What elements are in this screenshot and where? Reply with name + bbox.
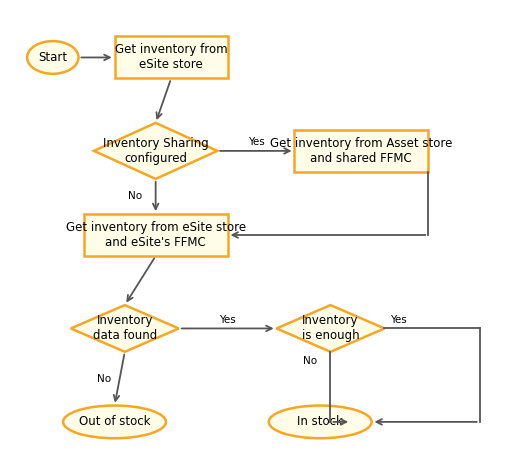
FancyBboxPatch shape	[295, 130, 428, 172]
Text: Yes: Yes	[219, 315, 236, 325]
Text: Get inventory from
eSite store: Get inventory from eSite store	[115, 43, 227, 71]
Text: In stock: In stock	[297, 415, 343, 428]
Polygon shape	[71, 305, 179, 352]
Text: Yes: Yes	[248, 138, 264, 148]
FancyBboxPatch shape	[115, 37, 227, 78]
Polygon shape	[94, 123, 217, 179]
Text: No: No	[97, 374, 111, 384]
Text: Inventory Sharing
configured: Inventory Sharing configured	[103, 137, 208, 165]
Text: Inventory
data found: Inventory data found	[93, 314, 157, 343]
Text: Get inventory from Asset store
and shared FFMC: Get inventory from Asset store and share…	[270, 137, 452, 165]
Text: No: No	[128, 191, 142, 202]
FancyBboxPatch shape	[84, 214, 227, 256]
Ellipse shape	[27, 41, 79, 74]
Text: Start: Start	[38, 51, 67, 64]
Polygon shape	[277, 305, 385, 352]
Text: Out of stock: Out of stock	[79, 415, 150, 428]
Text: No: No	[303, 356, 317, 367]
Ellipse shape	[269, 406, 372, 438]
Text: Yes: Yes	[390, 315, 406, 325]
Ellipse shape	[63, 406, 166, 438]
Text: Get inventory from eSite store
and eSite's FFMC: Get inventory from eSite store and eSite…	[66, 221, 246, 249]
Text: Inventory
is enough: Inventory is enough	[302, 314, 359, 343]
